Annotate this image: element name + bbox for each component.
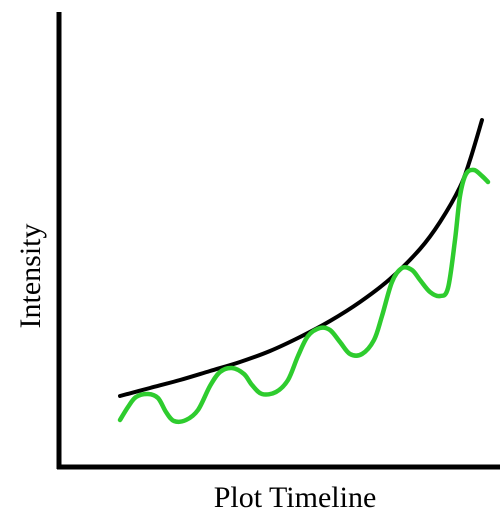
x-axis-label: Plot Timeline [214,481,377,508]
series-layer [117,118,491,425]
oscillating-curve-line [117,167,491,425]
y-axis-label: Intensity [14,224,47,329]
trend-curve-line [118,118,484,398]
